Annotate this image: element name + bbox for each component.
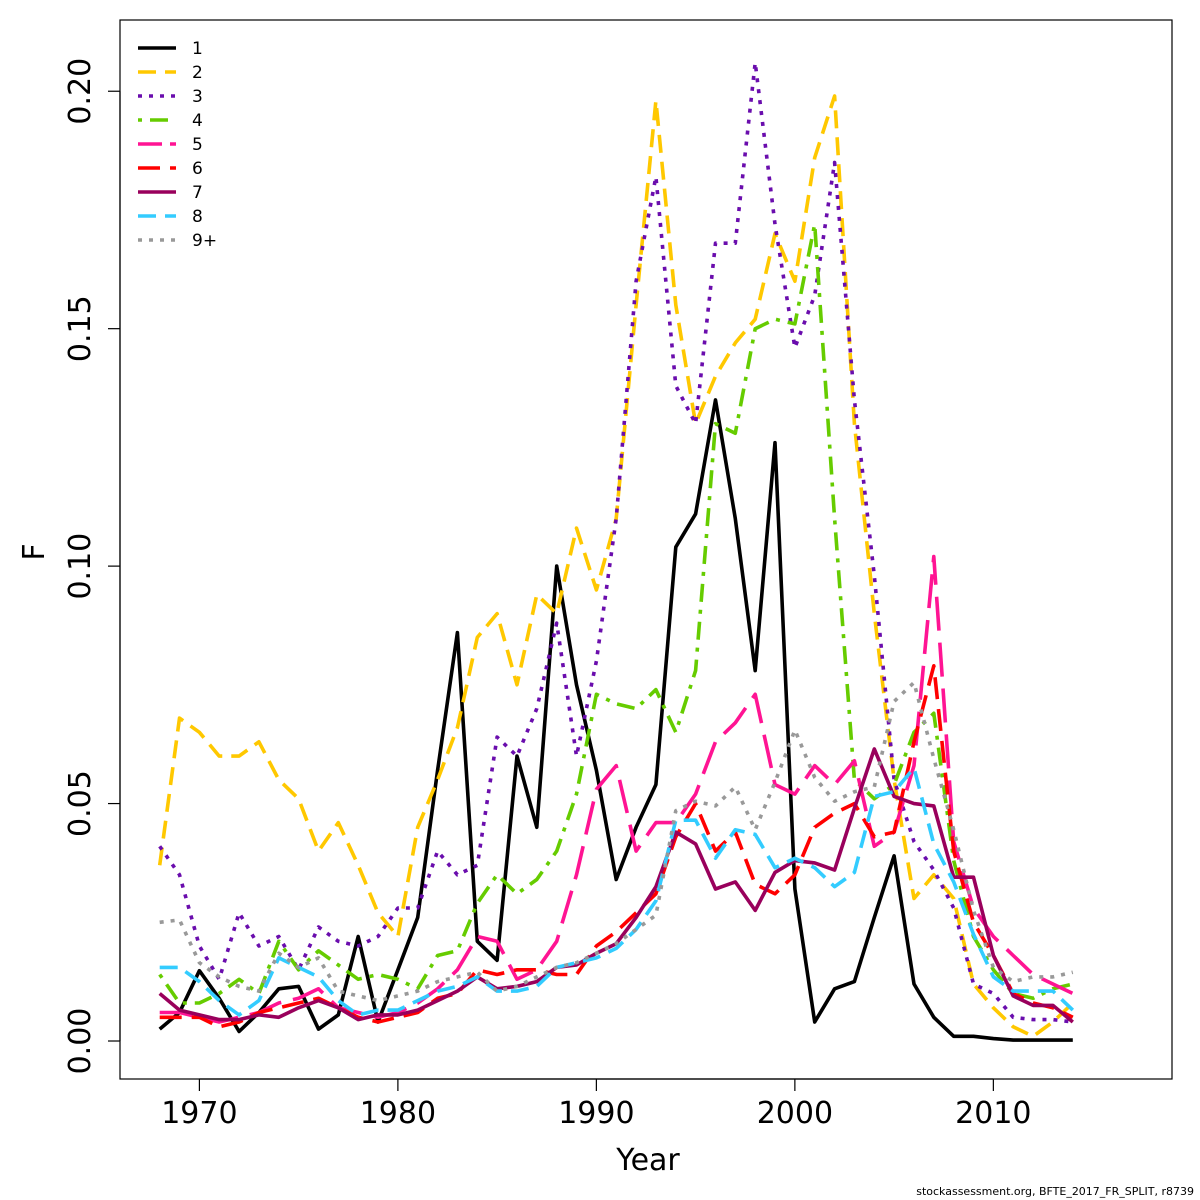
x-tick-label: 1980 xyxy=(360,1096,436,1131)
plot-frame xyxy=(119,19,1173,1080)
y-tick-label: 0.05 xyxy=(63,770,98,837)
y-tick-label: 0.15 xyxy=(63,295,98,362)
x-tick-label: 1990 xyxy=(558,1096,634,1131)
series-line-6 xyxy=(159,663,1074,1029)
series-line-9 xyxy=(159,680,1074,1003)
x-axis-title: Year xyxy=(615,1143,680,1178)
plot-area xyxy=(157,60,1075,1042)
x-tick-label: 1970 xyxy=(161,1096,237,1131)
x-tick-label: 2010 xyxy=(955,1096,1031,1131)
y-axis-title: F xyxy=(17,543,52,560)
y-tick-label: 0.00 xyxy=(63,1008,98,1075)
series-line-8 xyxy=(159,766,1075,1017)
y-tick-label: 0.20 xyxy=(63,58,98,125)
x-tick-label: 2000 xyxy=(757,1096,833,1131)
y-axis: 0.00 0.05 0.10 0.15 0.20 xyxy=(63,58,121,1075)
legend-label-2: 2 xyxy=(192,63,203,83)
series-line-5 xyxy=(159,554,1074,1024)
legend-label-7: 7 xyxy=(192,183,203,203)
legend: 1 2 3 4 5 6 7 8 9+ xyxy=(138,39,217,251)
legend-label-6: 6 xyxy=(192,159,203,179)
series-line-7 xyxy=(158,747,1074,1024)
series-line-2 xyxy=(157,94,1075,1039)
series-line-1 xyxy=(158,398,1073,1042)
y-tick-label: 0.10 xyxy=(63,533,98,600)
legend-label-9: 9+ xyxy=(192,231,217,251)
series-line-4 xyxy=(158,222,1074,1005)
legend-label-4: 4 xyxy=(192,111,203,131)
legend-label-3: 3 xyxy=(192,87,203,107)
legend-label-8: 8 xyxy=(192,207,203,227)
x-axis: 1970 1980 1990 2000 2010 xyxy=(161,1078,1032,1131)
legend-label-5: 5 xyxy=(192,135,203,155)
source-footer: stockassessment.org, BFTE_2017_FR_SPLIT,… xyxy=(916,1185,1194,1198)
legend-label-1: 1 xyxy=(192,39,203,59)
